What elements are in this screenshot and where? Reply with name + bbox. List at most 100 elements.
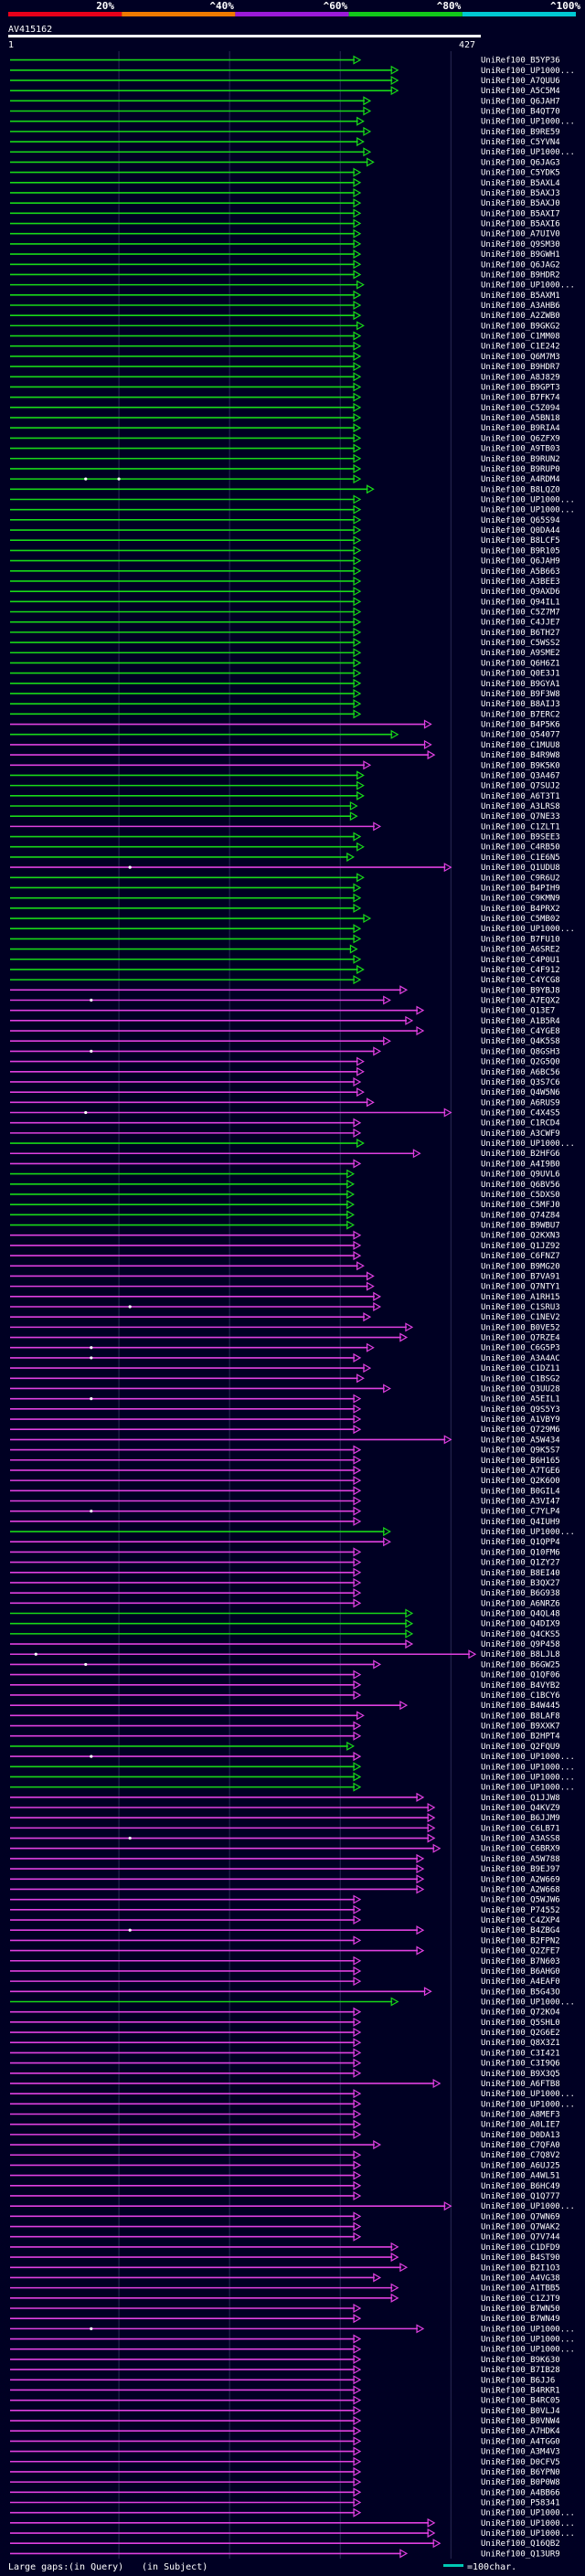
- hit-label[interactable]: UniRef100_A3LRS8: [481, 802, 560, 811]
- hit-row[interactable]: UniRef100_B2FPN2: [10, 1935, 560, 1945]
- hit-row[interactable]: UniRef100_A1B5R4: [10, 1015, 560, 1026]
- hit-label[interactable]: UniRef100_A0LIE7: [481, 2121, 560, 2130]
- hit-row[interactable]: UniRef100_Q1UDU8: [10, 863, 560, 873]
- hit-row[interactable]: UniRef100_C7QFA0: [10, 2140, 560, 2150]
- hit-label[interactable]: UniRef100_C1MUU8: [481, 741, 560, 750]
- hit-label[interactable]: UniRef100_Q1Q777: [481, 2192, 560, 2201]
- hit-row[interactable]: UniRef100_Q2K6O0: [10, 1476, 560, 1486]
- hit-label[interactable]: UniRef100_Q7NTY1: [481, 1283, 560, 1292]
- hit-row[interactable]: UniRef100_C5DXS0: [10, 1189, 560, 1200]
- hit-row[interactable]: UniRef100_C6G5P3: [10, 1342, 560, 1353]
- hit-row[interactable]: UniRef100_B4VYB2: [10, 1680, 560, 1691]
- hit-row[interactable]: UniRef100_Q1ZY27: [10, 1557, 560, 1568]
- hit-label[interactable]: UniRef100_Q2FQU9: [481, 1743, 560, 1752]
- hit-row[interactable]: UniRef100_B6AHG0: [10, 1966, 560, 1977]
- hit-label[interactable]: UniRef100_A2W668: [481, 1885, 560, 1894]
- hit-row[interactable]: UniRef100_B5G43O: [10, 1987, 560, 1997]
- hit-row[interactable]: UniRef100_A7HDK4: [10, 2426, 560, 2436]
- hit-label[interactable]: UniRef100_B6TH27: [481, 629, 560, 638]
- hit-label[interactable]: UniRef100_C6BRX9: [481, 1845, 560, 1854]
- hit-label[interactable]: UniRef100_Q6JAH9: [481, 557, 560, 567]
- hit-label[interactable]: UniRef100_B0P0W8: [481, 2478, 560, 2487]
- hit-row[interactable]: UniRef100_B7WN50: [10, 2303, 560, 2314]
- hit-row[interactable]: UniRef100_B9GPT3: [10, 382, 560, 392]
- hit-row[interactable]: UniRef100_Q65S94: [10, 514, 560, 525]
- hit-row[interactable]: UniRef100_B2HFG6: [10, 1149, 560, 1159]
- hit-label[interactable]: UniRef100_Q7V744: [481, 2233, 560, 2242]
- hit-label[interactable]: UniRef100_A5B663: [481, 567, 560, 577]
- hit-row[interactable]: UniRef100_Q7WAK2: [10, 2221, 560, 2232]
- hit-label[interactable]: UniRef100_C5YDK5: [481, 169, 560, 178]
- hit-row[interactable]: UniRef100_UP1000...: [10, 1762, 575, 1772]
- hit-label[interactable]: UniRef100_Q3A467: [481, 771, 560, 780]
- hit-row[interactable]: UniRef100_A5EIL1: [10, 1394, 560, 1405]
- hit-label[interactable]: UniRef100_B0VE52: [481, 1323, 560, 1332]
- hit-label[interactable]: UniRef100_UP1000...: [481, 2100, 575, 2109]
- hit-label[interactable]: UniRef100_UP1000...: [481, 2090, 575, 2099]
- hit-label[interactable]: UniRef100_UP1000...: [481, 1773, 575, 1782]
- hit-label[interactable]: UniRef100_B9EJ97: [481, 1865, 560, 1874]
- hit-row[interactable]: UniRef100_B6HC49: [10, 2180, 560, 2191]
- hit-row[interactable]: UniRef100_C1BSG2: [10, 1373, 560, 1383]
- hit-row[interactable]: UniRef100_B0GIL4: [10, 1486, 560, 1496]
- hit-label[interactable]: UniRef100_B7VA91: [481, 1272, 560, 1281]
- hit-label[interactable]: UniRef100_A5W434: [481, 1436, 560, 1445]
- hit-row[interactable]: UniRef100_B0VNW4: [10, 2415, 560, 2426]
- hit-label[interactable]: UniRef100_Q7RZE4: [481, 1334, 560, 1343]
- hit-label[interactable]: UniRef100_Q7NE33: [481, 812, 560, 822]
- hit-row[interactable]: UniRef100_C4F912: [10, 964, 560, 975]
- hit-row[interactable]: UniRef100_D0CFV5: [10, 2456, 560, 2467]
- hit-row[interactable]: UniRef100_C5WSS2: [10, 638, 560, 648]
- hit-label[interactable]: UniRef100_C5YVN4: [481, 138, 560, 147]
- hit-row[interactable]: UniRef100_A5B663: [10, 566, 560, 577]
- hit-row[interactable]: UniRef100_UP1000...: [10, 2334, 575, 2345]
- hit-label[interactable]: UniRef100_B7FU10: [481, 935, 560, 944]
- hit-row[interactable]: UniRef100_B9HDR2: [10, 270, 560, 280]
- hit-label[interactable]: UniRef100_Q6H6Z1: [481, 659, 560, 668]
- hit-label[interactable]: UniRef100_UP1000...: [481, 925, 575, 934]
- hit-label[interactable]: UniRef100_B9RE59: [481, 128, 560, 137]
- hit-label[interactable]: UniRef100_A4VG38: [481, 2274, 560, 2283]
- hit-row[interactable]: UniRef100_A8J829: [10, 372, 560, 382]
- hit-label[interactable]: UniRef100_C1DZ11: [481, 1364, 560, 1373]
- hit-label[interactable]: UniRef100_UP1000...: [481, 1528, 575, 1537]
- hit-label[interactable]: UniRef100_A2W669: [481, 1875, 560, 1884]
- hit-row[interactable]: UniRef100_Q94IL1: [10, 597, 560, 607]
- hit-label[interactable]: UniRef100_C1E242: [481, 343, 560, 352]
- hit-row[interactable]: UniRef100_B9RUP0: [10, 463, 560, 474]
- hit-row[interactable]: UniRef100_C1E242: [10, 341, 560, 352]
- hit-label[interactable]: UniRef100_Q16QB2: [481, 2539, 560, 2549]
- hit-row[interactable]: UniRef100_Q8GSH3: [10, 1046, 560, 1056]
- hit-row[interactable]: UniRef100_A5W434: [10, 1435, 560, 1445]
- hit-label[interactable]: UniRef100_UP1000...: [481, 148, 575, 157]
- hit-label[interactable]: UniRef100_A3VI47: [481, 1497, 560, 1506]
- hit-label[interactable]: UniRef100_B9GWH1: [481, 250, 560, 260]
- hit-row[interactable]: UniRef100_UP1000...: [10, 504, 575, 515]
- hit-row[interactable]: UniRef100_B0VLJ4: [10, 2405, 560, 2416]
- hit-row[interactable]: UniRef100_Q4IUH9: [10, 1516, 560, 1527]
- hit-row[interactable]: UniRef100_Q5WJW6: [10, 1894, 560, 1905]
- hit-row[interactable]: UniRef100_B8AIJ3: [10, 699, 560, 709]
- hit-label[interactable]: UniRef100_B9RUN2: [481, 455, 560, 464]
- hit-label[interactable]: UniRef100_UP1000...: [481, 281, 575, 291]
- hit-label[interactable]: UniRef100_A7EQX2: [481, 996, 560, 1005]
- hit-row[interactable]: UniRef100_Q9UVL6: [10, 1169, 560, 1180]
- hit-row[interactable]: UniRef100_B7ERC2: [10, 709, 560, 719]
- hit-row[interactable]: UniRef100_B0VE52: [10, 1322, 560, 1332]
- hit-row[interactable]: UniRef100_C4JJE7: [10, 617, 560, 628]
- hit-label[interactable]: UniRef100_B8LCF5: [481, 536, 560, 546]
- hit-row[interactable]: UniRef100_UP1000...: [10, 2324, 575, 2334]
- hit-label[interactable]: UniRef100_A9TB03: [481, 445, 560, 454]
- hit-row[interactable]: UniRef100_C3I9Q6: [10, 2058, 560, 2069]
- hit-label[interactable]: UniRef100_C1ZJT9: [481, 2295, 560, 2304]
- hit-label[interactable]: UniRef100_A5BN18: [481, 414, 560, 423]
- hit-label[interactable]: UniRef100_B5AXM1: [481, 292, 560, 301]
- hit-label[interactable]: UniRef100_A6RUS9: [481, 1098, 560, 1108]
- hit-row[interactable]: UniRef100_B9GWH1: [10, 249, 560, 260]
- hit-row[interactable]: UniRef100_C7YLP4: [10, 1506, 560, 1517]
- hit-row[interactable]: UniRef100_Q7SUJ2: [10, 780, 560, 791]
- hit-row[interactable]: UniRef100_D0DA13: [10, 2129, 560, 2140]
- hit-label[interactable]: UniRef100_B9HDR7: [481, 363, 560, 372]
- hit-row[interactable]: UniRef100_B4W445: [10, 1701, 560, 1711]
- hit-row[interactable]: UniRef100_A3M4V3: [10, 2446, 560, 2457]
